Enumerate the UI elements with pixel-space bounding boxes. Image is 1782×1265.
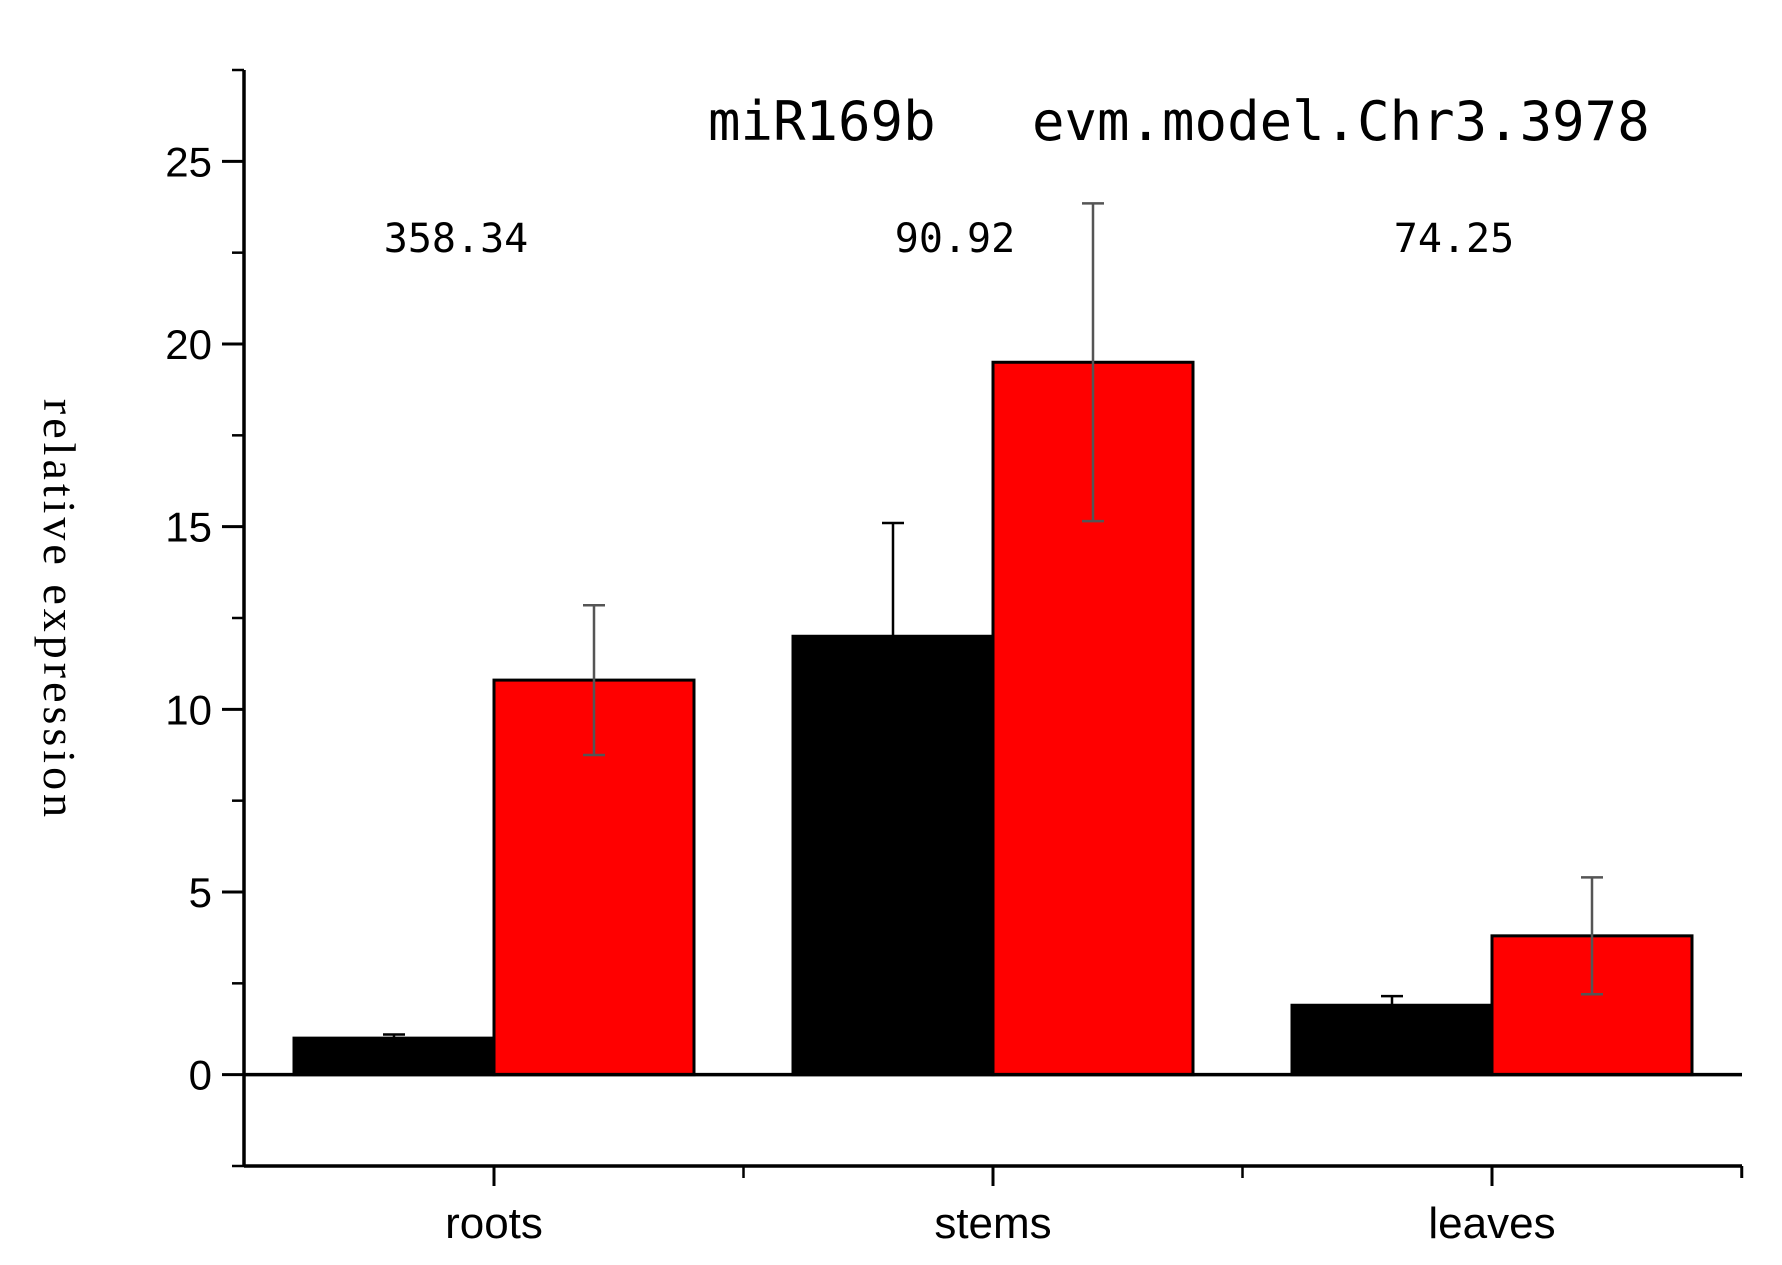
y-axis-label: relative expression [34, 399, 85, 821]
error-bar-roots-series-2 [583, 603, 605, 757]
axes-layer [222, 68, 1744, 1186]
bar-leaves-series-1 [1290, 1003, 1494, 1077]
error-bar-roots-series-1 [383, 1033, 405, 1044]
y-tick-label-0: 0 [189, 1052, 212, 1099]
x-tick-label-stems: stems [934, 1199, 1051, 1248]
bar-roots-series-1 [292, 1036, 496, 1077]
bar-leaves-series-2 [1490, 934, 1694, 1077]
chart-title-right: evm.model.Chr3.3978 [1032, 90, 1650, 153]
y-tick-label-15: 15 [165, 504, 212, 551]
error-bars-layer [383, 202, 1603, 1044]
y-tick-label-20: 20 [165, 321, 212, 368]
error-bar-stems-series-1 [882, 521, 904, 751]
y-tick-label-5: 5 [189, 869, 212, 916]
chart-title-left: miR169b [708, 90, 936, 153]
x-tick-label-leaves: leaves [1428, 1199, 1555, 1248]
x-tick-label-roots: roots [445, 1199, 543, 1248]
annotation-stems: 90.92 [895, 216, 1015, 262]
annotation-leaves: 74.25 [1394, 216, 1514, 262]
error-bar-leaves-series-2 [1581, 876, 1603, 996]
annotation-roots: 358.34 [384, 216, 529, 262]
y-tick-label-25: 25 [165, 138, 212, 185]
labels-layer: miR169b evm.model.Chr3.3978 relative exp… [34, 90, 1650, 1248]
y-tick-label-10: 10 [165, 686, 212, 733]
error-bar-stems-series-2 [1082, 202, 1104, 523]
bars-layer [292, 360, 1694, 1077]
error-bar-leaves-series-1 [1381, 994, 1403, 1016]
